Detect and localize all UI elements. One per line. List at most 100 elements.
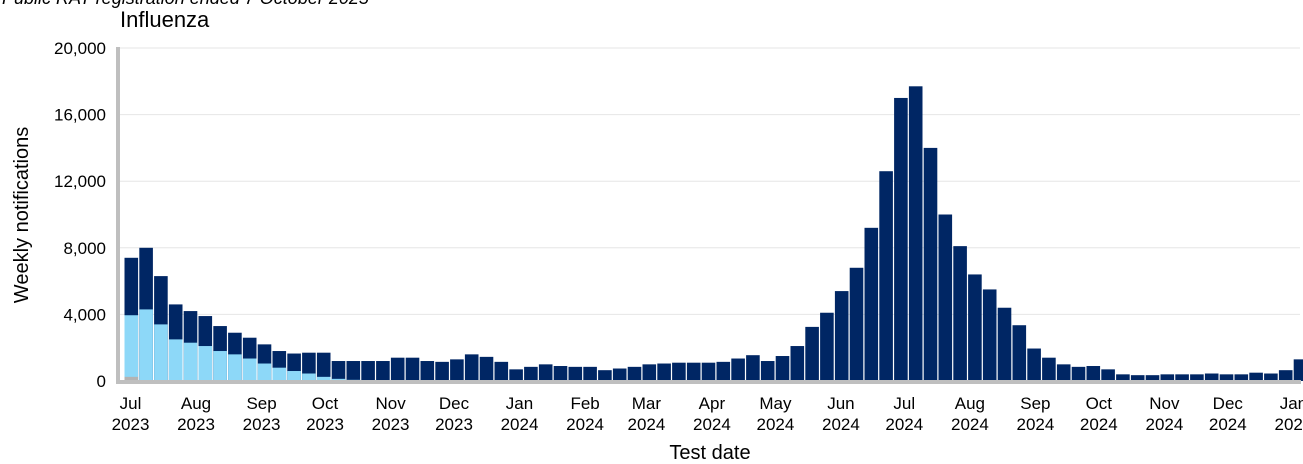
bar-series-0 — [316, 352, 331, 381]
bar-series-0 — [775, 356, 790, 381]
bar-series-0 — [997, 307, 1012, 381]
bar-series-0 — [672, 362, 686, 381]
x-tick-year: 2024 — [822, 415, 860, 434]
x-axis-ticks: Jul 2023 Aug 2023 Sep 2023 Oct 2023 Nov 2023 Dec 20… — [112, 394, 1303, 434]
bar-series-1 — [302, 373, 316, 381]
x-tick-year: 2023 — [435, 415, 473, 434]
x-tick-month: Jan — [506, 394, 533, 413]
bar-series-0 — [405, 357, 420, 381]
bar-series-0 — [746, 355, 760, 381]
bar-series-0 — [1293, 359, 1303, 381]
bar-series-0 — [1190, 374, 1204, 381]
bar-series-2 — [124, 376, 139, 381]
x-tick-year: 2024 — [1209, 415, 1247, 434]
bar-series-0 — [1042, 357, 1056, 381]
bar-series-0 — [568, 366, 583, 381]
bar-series-0 — [716, 361, 731, 381]
x-tick-month: Feb — [570, 394, 599, 413]
bar-series-0 — [1056, 364, 1071, 381]
x-tick-month: Dec — [439, 394, 470, 413]
bar-series-0 — [598, 370, 612, 381]
x-tick-month: Dec — [1213, 394, 1244, 413]
bar-series-0 — [879, 171, 893, 381]
y-tick-label: 16,000 — [54, 106, 106, 125]
bars — [124, 86, 1303, 382]
x-axis-line — [116, 380, 1301, 384]
x-tick-month: Sep — [246, 394, 276, 413]
x-tick-year: 2023 — [243, 415, 281, 434]
bar-series-0 — [849, 267, 864, 381]
bar-series-1 — [124, 315, 139, 381]
bar-series-0 — [686, 362, 701, 381]
bar-series-1 — [213, 351, 227, 381]
y-axis-line — [116, 47, 120, 384]
bar-series-0 — [583, 366, 597, 381]
bar-series-0 — [1219, 374, 1234, 381]
y-tick-label: 0 — [97, 372, 106, 391]
bar-series-0 — [1175, 374, 1189, 381]
bar-series-1 — [242, 358, 257, 381]
bar-series-0 — [731, 358, 745, 381]
bar-series-0 — [390, 357, 405, 381]
x-tick-year: 2024 — [1080, 415, 1118, 434]
bar-series-0 — [509, 369, 523, 381]
y-axis-label: Weekly notifications — [11, 127, 33, 303]
bar-series-0 — [1071, 366, 1086, 381]
bar-series-0 — [1234, 374, 1249, 381]
x-tick-month: Nov — [375, 394, 406, 413]
bar-series-0 — [1101, 369, 1115, 381]
bar-series-0 — [1249, 372, 1263, 381]
x-tick-month: May — [759, 394, 792, 413]
bar-series-1 — [183, 342, 198, 381]
bar-series-0 — [820, 312, 834, 381]
bar-series-1 — [287, 371, 301, 381]
x-tick-year: 2024 — [566, 415, 604, 434]
bar-series-0 — [982, 289, 997, 381]
x-tick-year: 2024 — [756, 415, 794, 434]
bar-series-1 — [272, 367, 287, 381]
x-tick-year: 2023 — [177, 415, 215, 434]
bar-series-0 — [346, 361, 361, 381]
bar-series-0 — [1116, 374, 1130, 381]
x-tick-year: 2024 — [501, 415, 539, 434]
bar-series-0 — [1130, 375, 1145, 381]
x-tick-year: 2023 — [112, 415, 150, 434]
bar-series-0 — [953, 246, 967, 381]
bar-series-1 — [139, 309, 153, 381]
y-axis-ticks: 0 4,000 8,000 12,000 16,000 20,000 — [54, 39, 106, 391]
x-tick-month: Aug — [181, 394, 211, 413]
x-tick-year: 2024 — [951, 415, 989, 434]
bar-series-1 — [257, 363, 272, 381]
x-tick-month: Sep — [1020, 394, 1050, 413]
bar-series-0 — [450, 359, 464, 381]
chart-title: Influenza — [120, 7, 210, 32]
bar-series-0 — [627, 366, 642, 381]
y-tick-label: 8,000 — [63, 239, 106, 258]
bar-series-0 — [1160, 374, 1175, 381]
bar-series-0 — [553, 366, 568, 381]
bar-series-0 — [834, 291, 849, 381]
bar-series-0 — [923, 147, 938, 381]
bar-series-0 — [479, 356, 494, 381]
bar-series-0 — [524, 366, 538, 381]
bar-series-1 — [316, 376, 331, 381]
bar-series-0 — [805, 326, 819, 381]
bar-series-0 — [790, 346, 805, 381]
y-tick-label: 4,000 — [63, 305, 106, 324]
x-tick-year: 2024 — [885, 415, 923, 434]
bar-series-0 — [894, 97, 908, 381]
bar-series-0 — [968, 274, 982, 381]
bar-series-1 — [198, 346, 213, 381]
bar-series-0 — [435, 361, 449, 381]
bar-series-1 — [154, 324, 168, 381]
x-tick-month: Oct — [312, 394, 339, 413]
bar-series-0 — [657, 363, 671, 381]
gridlines — [120, 47, 1300, 315]
bar-series-0 — [376, 361, 390, 381]
x-tick-year: 2023 — [306, 415, 344, 434]
x-tick-year: 2023 — [372, 415, 410, 434]
bar-series-0 — [760, 361, 775, 381]
bar-series-0 — [331, 361, 346, 381]
x-tick-month: Apr — [699, 394, 726, 413]
